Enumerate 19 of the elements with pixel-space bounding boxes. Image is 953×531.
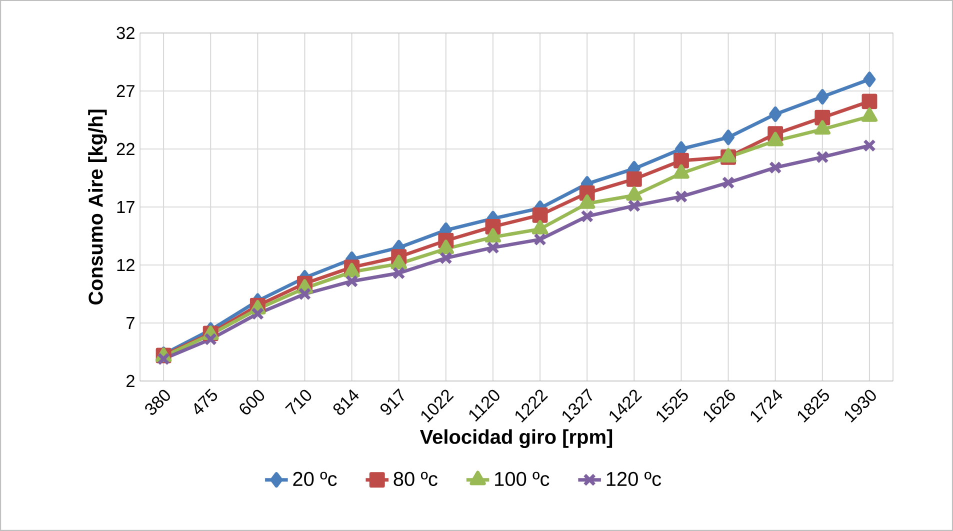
x-tick-label: 380	[145, 390, 170, 415]
y-tick-label: 17	[117, 201, 134, 213]
legend-label: 100 ºc	[495, 472, 550, 486]
y-tick-label: 2	[126, 374, 134, 388]
x-tick-label: 814	[333, 389, 359, 415]
x-tick-label: 475	[194, 388, 218, 414]
legend-label: 80 ºc	[394, 472, 438, 486]
y-tick-label: 7	[126, 317, 134, 329]
legend-label: 120 ºc	[606, 472, 662, 486]
legend-label: 20 ºc	[293, 472, 337, 486]
x-tick-label: 917	[380, 388, 404, 415]
y-tick-label: 22	[116, 142, 134, 156]
x-tick-label: 710	[285, 390, 312, 414]
y-tick-label: 27	[116, 84, 134, 98]
y-axis-title: Consumo Aire [kg/h]	[88, 110, 107, 305]
x-tick-label: 600	[240, 390, 264, 414]
y-tick-label: 12	[117, 258, 134, 272]
x-axis-title: Velocidad giro [rpm]	[420, 429, 612, 448]
y-tick-label: 32	[116, 26, 134, 40]
